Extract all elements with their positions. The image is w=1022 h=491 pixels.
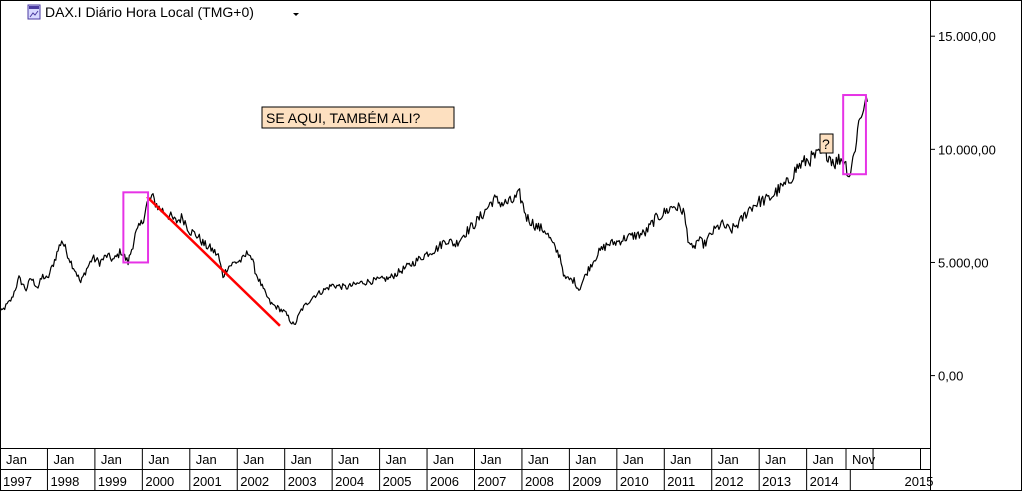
cfd-chart-icon [27, 4, 41, 20]
price-axis: 15.000,00 10.000,00 5.000,00 0,00 [930, 29, 996, 384]
year-label: 2004 [335, 474, 364, 489]
downtrend-line [146, 195, 281, 327]
year-label: 1997 [3, 474, 32, 489]
month-label: Jan [243, 452, 264, 467]
highlight-box [122, 191, 150, 264]
month-label: Jan [575, 452, 596, 467]
year-label: 2013 [762, 474, 791, 489]
chevron-down-icon[interactable] [293, 13, 299, 16]
price-tick-label: 15.000,00 [938, 29, 996, 44]
year-label: 2005 [383, 474, 412, 489]
question-mark-box [819, 133, 834, 154]
month-label: Jan [765, 452, 786, 467]
month-label: Jan [148, 452, 169, 467]
year-label: 2006 [430, 474, 459, 489]
year-label: 1999 [98, 474, 127, 489]
year-label: 2000 [145, 474, 174, 489]
price-tick-label: 0,00 [938, 369, 963, 384]
chart-title[interactable]: DAX.I Diário Hora Local (TMG+0) [27, 4, 299, 20]
price-tick-label: 10.000,00 [938, 142, 996, 157]
month-label: Jan [291, 452, 312, 467]
month-label: Jan [53, 452, 74, 467]
question-annotation[interactable]: SE AQUI, TAMBÉM ALI? [261, 106, 455, 129]
question-mark-annotation[interactable]: ? [819, 133, 834, 154]
question-annotation-text: SE AQUI, TAMBÉM ALI? [266, 110, 421, 126]
year-label: 1998 [50, 474, 79, 489]
month-label: Jan [623, 452, 644, 467]
highlight-box [842, 94, 867, 176]
question-mark-text: ? [822, 136, 830, 152]
month-label: Jan [196, 452, 217, 467]
month-label: Nov [852, 452, 876, 467]
year-label: 2002 [240, 474, 269, 489]
year-label: 2014 [810, 474, 839, 489]
month-label: Jan [433, 452, 454, 467]
month-label: Jan [718, 452, 739, 467]
month-label: Jan [101, 452, 122, 467]
year-label: 2015 [905, 474, 934, 489]
year-label: 2012 [715, 474, 744, 489]
month-label: Jan [6, 452, 27, 467]
month-label: Jan [386, 452, 407, 467]
price-tick-label: 5.000,00 [938, 255, 989, 270]
highlight-boxes [122, 94, 867, 264]
time-axis: Jan Jan Jan Jan Jan Jan Jan Jan Jan Jan Jan Jan Jan J… [0, 449, 933, 491]
year-label: 2009 [572, 474, 601, 489]
year-label: 2003 [288, 474, 317, 489]
price-series-line [0, 95, 868, 325]
month-label: Jan [480, 452, 501, 467]
year-label: 2007 [477, 474, 506, 489]
question-annotation-box [261, 106, 455, 129]
chart-title-text: DAX.I Diário Hora Local (TMG+0) [45, 4, 254, 20]
month-label: Jan [338, 452, 359, 467]
month-label: Jan [528, 452, 549, 467]
year-label: 2011 [667, 474, 695, 489]
year-label: 2010 [620, 474, 649, 489]
year-label: 2001 [193, 474, 222, 489]
month-label: Jan [813, 452, 834, 467]
year-label: 2008 [525, 474, 554, 489]
month-label: Jan [670, 452, 691, 467]
